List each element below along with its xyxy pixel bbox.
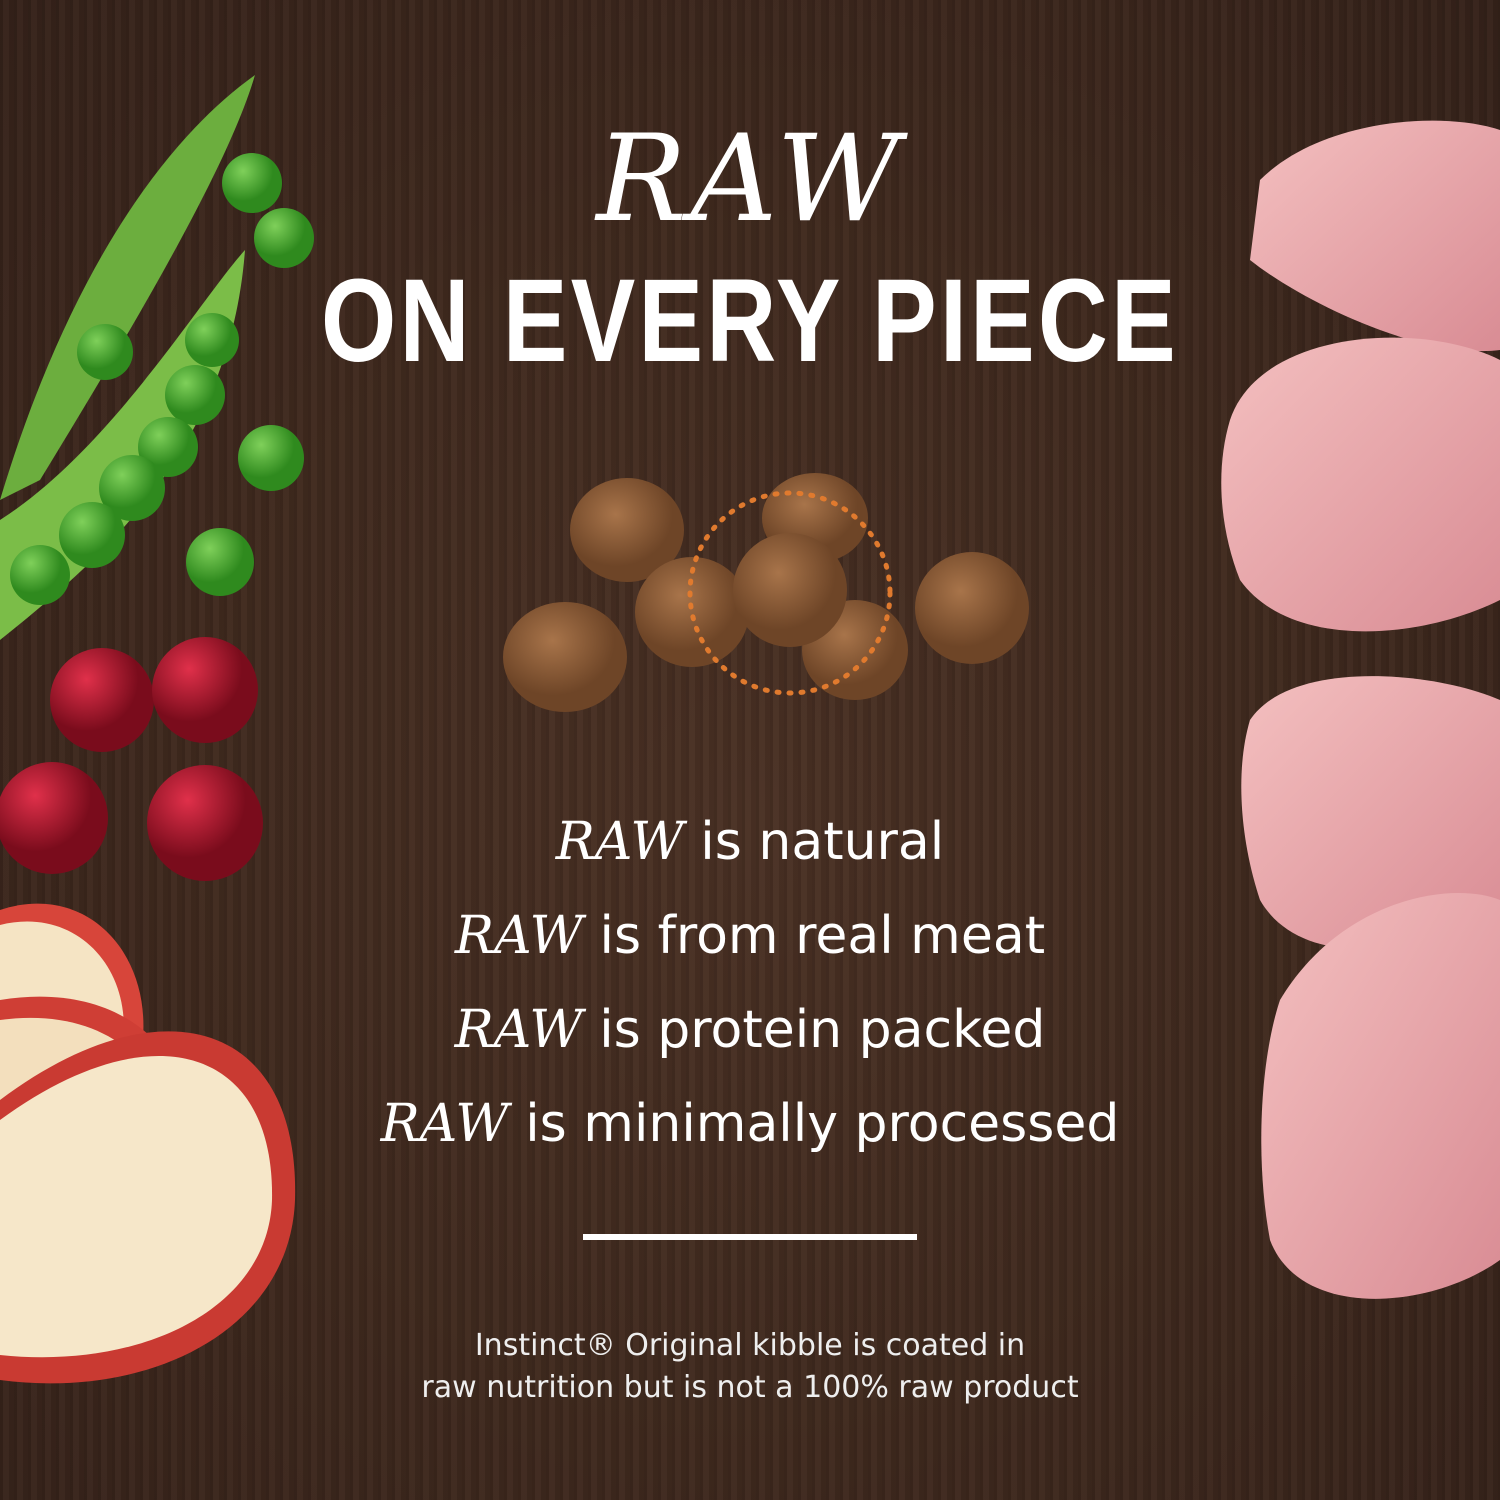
raw-word: RAW (454, 1000, 583, 1060)
footnote-line-2: raw nutrition but is not a 100% raw prod… (421, 1370, 1079, 1405)
raw-word: RAW (454, 906, 583, 966)
peas (10, 153, 314, 605)
chicken-pieces (1221, 120, 1500, 1299)
claim-text: is protein packed (582, 1000, 1046, 1060)
footnote-line-1: Instinct® Original kibble is coated in (474, 1328, 1026, 1363)
headline-raw: RAW (596, 110, 904, 249)
footnote: Instinct® Original kibble is coated in r… (0, 1325, 1500, 1409)
claim-text: is natural (683, 812, 945, 872)
raw-word: RAW (555, 812, 684, 872)
claim-text: is from real meat (582, 906, 1046, 966)
claim-text: is minimally processed (508, 1094, 1120, 1154)
highlight-ring (687, 490, 893, 696)
raw-word: RAW (380, 1094, 509, 1154)
apple-slices (0, 903, 296, 1384)
claim-minimally-processed: RAW is minimally processed (0, 1077, 1500, 1171)
kibble-pieces (503, 473, 1029, 712)
claim-natural: RAW is natural (0, 795, 1500, 889)
claim-protein: RAW is protein packed (0, 983, 1500, 1077)
headline-on-every-piece: ON EVERY PIECE (321, 255, 1179, 387)
claim-real-meat: RAW is from real meat (0, 889, 1500, 983)
claims-list: RAW is natural RAW is from real meat RAW… (0, 795, 1500, 1171)
cranberries (0, 637, 263, 881)
divider (583, 1234, 917, 1240)
